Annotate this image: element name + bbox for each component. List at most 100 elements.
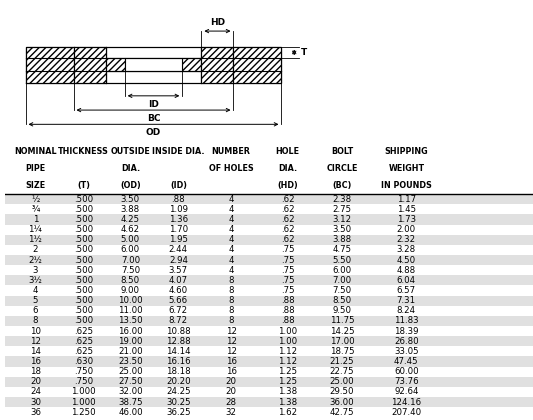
- Text: 20: 20: [225, 387, 237, 396]
- Text: 16: 16: [225, 357, 237, 366]
- Text: 18.39: 18.39: [394, 326, 418, 336]
- Bar: [5, 326, 533, 336]
- Text: .500: .500: [74, 235, 93, 244]
- Text: 7.00: 7.00: [333, 276, 352, 285]
- Text: 1.25: 1.25: [278, 377, 297, 386]
- Text: SIZE: SIZE: [26, 181, 45, 190]
- Text: DIA.: DIA.: [121, 164, 140, 173]
- Text: BC: BC: [147, 114, 160, 123]
- Bar: [5, 296, 533, 306]
- Text: 1.00: 1.00: [278, 326, 297, 336]
- Text: 30.25: 30.25: [166, 397, 191, 407]
- Text: 20: 20: [30, 377, 41, 386]
- Bar: [5, 275, 533, 285]
- Bar: [5, 407, 533, 417]
- Text: 1.17: 1.17: [397, 194, 416, 204]
- Text: 32: 32: [225, 408, 237, 417]
- Text: 29.50: 29.50: [330, 387, 354, 396]
- Text: 8.24: 8.24: [397, 306, 416, 315]
- Text: .75: .75: [281, 245, 294, 255]
- Text: 16.00: 16.00: [118, 326, 143, 336]
- Text: 2½: 2½: [28, 255, 42, 265]
- Text: ID: ID: [148, 100, 159, 109]
- Text: 4: 4: [229, 194, 234, 204]
- Text: .500: .500: [74, 296, 93, 305]
- Text: 24: 24: [30, 387, 41, 396]
- Bar: [5, 356, 533, 367]
- Text: 18.18: 18.18: [166, 367, 191, 376]
- Text: 14.14: 14.14: [166, 347, 191, 356]
- Text: 9.00: 9.00: [121, 286, 140, 295]
- Text: 20.20: 20.20: [166, 377, 191, 386]
- Text: 24.25: 24.25: [166, 387, 191, 396]
- Text: 10.88: 10.88: [166, 326, 191, 336]
- Text: 16: 16: [225, 367, 237, 376]
- Text: 4.25: 4.25: [121, 215, 140, 224]
- Text: 46.00: 46.00: [118, 408, 143, 417]
- Text: 38.75: 38.75: [118, 397, 143, 407]
- Text: DIA.: DIA.: [278, 164, 297, 173]
- Text: 4: 4: [229, 215, 234, 224]
- Text: 7.50: 7.50: [121, 266, 140, 275]
- Text: 3.88: 3.88: [333, 235, 352, 244]
- Text: 7.00: 7.00: [121, 255, 140, 265]
- Text: 3.28: 3.28: [397, 245, 416, 255]
- Text: 1¼: 1¼: [28, 225, 42, 234]
- Text: 6.72: 6.72: [169, 306, 188, 315]
- Text: 1: 1: [33, 215, 38, 224]
- Text: 36.25: 36.25: [166, 408, 191, 417]
- Text: 1.00: 1.00: [278, 337, 297, 346]
- Text: 4.75: 4.75: [333, 245, 352, 255]
- Text: 1.62: 1.62: [278, 408, 297, 417]
- Text: 4: 4: [229, 225, 234, 234]
- Text: 1½: 1½: [28, 235, 42, 244]
- Bar: [5, 387, 533, 397]
- Text: HD: HD: [210, 18, 225, 27]
- Text: 25.00: 25.00: [118, 367, 143, 376]
- Bar: [5, 397, 533, 407]
- Text: 1.12: 1.12: [278, 357, 297, 366]
- Text: 1.36: 1.36: [169, 215, 188, 224]
- Text: 1.73: 1.73: [397, 215, 416, 224]
- Text: (ID): (ID): [170, 181, 187, 190]
- Bar: [5, 306, 533, 316]
- Text: 4: 4: [33, 286, 38, 295]
- Text: 5: 5: [33, 296, 38, 305]
- Text: 92.64: 92.64: [394, 387, 418, 396]
- Bar: [5, 285, 533, 296]
- Text: 1.12: 1.12: [278, 347, 297, 356]
- Text: 5.50: 5.50: [333, 255, 352, 265]
- Bar: [5, 225, 533, 235]
- Text: .88: .88: [281, 296, 294, 305]
- Text: 19.00: 19.00: [118, 337, 143, 346]
- Bar: [5, 204, 533, 214]
- Text: 3.88: 3.88: [121, 205, 140, 214]
- Text: .62: .62: [281, 194, 294, 204]
- Text: 4: 4: [229, 205, 234, 214]
- Text: 1.38: 1.38: [278, 397, 297, 407]
- Text: .625: .625: [74, 326, 93, 336]
- Text: .630: .630: [74, 357, 93, 366]
- Text: 8: 8: [229, 296, 234, 305]
- Text: 10.00: 10.00: [118, 296, 143, 305]
- Text: 3½: 3½: [28, 276, 42, 285]
- Text: 16: 16: [30, 357, 41, 366]
- Text: 9.50: 9.50: [333, 306, 351, 315]
- Text: 23.50: 23.50: [118, 357, 143, 366]
- Text: 4: 4: [229, 266, 234, 275]
- Text: .62: .62: [281, 235, 294, 244]
- Text: 5.00: 5.00: [121, 235, 140, 244]
- Text: 207.40: 207.40: [391, 408, 422, 417]
- Text: 8: 8: [33, 316, 38, 326]
- Text: 2.38: 2.38: [333, 194, 352, 204]
- Polygon shape: [233, 47, 281, 83]
- Text: 2.94: 2.94: [169, 255, 188, 265]
- Text: 2.00: 2.00: [397, 225, 416, 234]
- Text: 4.50: 4.50: [397, 255, 416, 265]
- Text: 33.05: 33.05: [394, 347, 419, 356]
- Polygon shape: [106, 58, 125, 71]
- Text: .500: .500: [74, 316, 93, 326]
- Text: 5.66: 5.66: [169, 296, 188, 305]
- Text: .75: .75: [281, 276, 294, 285]
- Text: (BC): (BC): [332, 181, 352, 190]
